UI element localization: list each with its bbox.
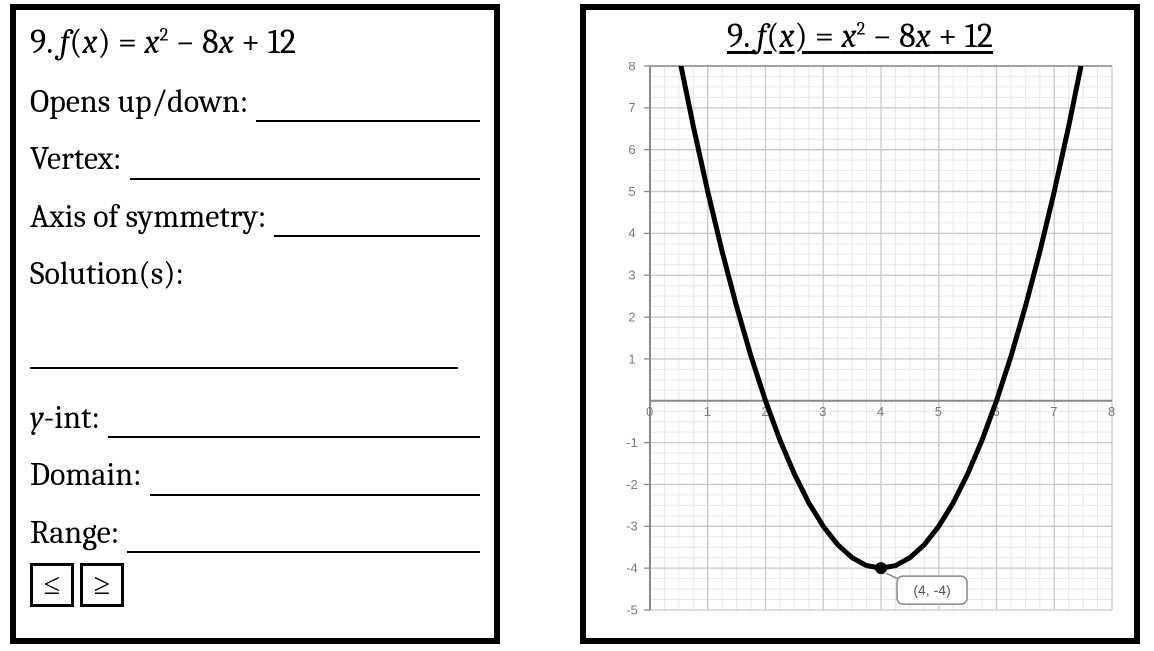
worksheet-panel: 9. f(x) = x2 − 8x + 12 Opens up/down: Ve…: [10, 4, 500, 644]
svg-text:8: 8: [1108, 404, 1115, 419]
svg-text:4: 4: [877, 404, 884, 419]
svg-text:3: 3: [628, 268, 635, 283]
vertex-blank[interactable]: [130, 146, 481, 180]
svg-text:7: 7: [1050, 404, 1057, 419]
problem-number: 9.: [30, 22, 52, 62]
parabola-chart: 01234567812345678-1-2-3-4-5(4, -4): [600, 62, 1120, 622]
problem-number-r: 9.: [727, 16, 749, 56]
solutions-row: Solution(s):: [30, 249, 480, 299]
svg-text:1: 1: [704, 404, 711, 419]
svg-text:5: 5: [628, 184, 635, 199]
graph-area: 01234567812345678-1-2-3-4-5(4, -4): [600, 62, 1120, 622]
domain-row: Domain:: [30, 450, 480, 500]
svg-text:-4: -4: [626, 560, 638, 575]
svg-text:4: 4: [628, 226, 635, 241]
range-label: Range:: [30, 508, 119, 558]
symbol-buttons: ≤ ≥: [30, 563, 480, 607]
svg-text:3: 3: [819, 404, 826, 419]
graph-panel: 9. f(x) = x2 − 8x + 12 01234567812345678…: [580, 4, 1140, 644]
svg-text:-3: -3: [626, 519, 638, 534]
function-arg: x: [82, 22, 97, 62]
equation-line: 9. f(x) = x2 − 8x + 12: [30, 16, 480, 69]
opens-blank[interactable]: [256, 89, 480, 123]
svg-text:-2: -2: [626, 477, 638, 492]
svg-text:7: 7: [628, 100, 635, 115]
svg-text:-1: -1: [626, 435, 638, 450]
range-row: Range:: [30, 508, 480, 558]
axis-blank[interactable]: [274, 204, 480, 238]
yint-row: y-int:: [30, 393, 480, 443]
svg-text:5: 5: [935, 404, 942, 419]
range-blank[interactable]: [127, 520, 480, 554]
solutions-blank[interactable]: [30, 335, 458, 369]
domain-label: Domain:: [30, 450, 142, 500]
solutions-label: Solution(s):: [30, 249, 184, 299]
svg-text:(4, -4): (4, -4): [913, 582, 950, 598]
exp-2: 2: [160, 24, 169, 46]
axis-row: Axis of symmetry:: [30, 192, 480, 242]
svg-text:6: 6: [628, 142, 635, 157]
rhs-x2: x: [144, 22, 159, 62]
function-name: f: [60, 22, 70, 62]
yint-label: y-int:: [30, 393, 100, 443]
axis-label: Axis of symmetry:: [30, 192, 266, 242]
vertex-label: Vertex:: [30, 134, 122, 184]
yint-blank[interactable]: [108, 405, 480, 439]
svg-text:-5: -5: [626, 602, 638, 617]
svg-text:2: 2: [628, 309, 635, 324]
ge-icon: ≥: [94, 562, 110, 609]
le-icon: ≤: [44, 562, 60, 609]
equation-line-right: 9. f(x) = x2 − 8x + 12: [600, 16, 1120, 56]
le-button[interactable]: ≤: [30, 563, 74, 607]
function-name-r: f: [757, 16, 767, 56]
svg-text:1: 1: [628, 351, 635, 366]
svg-text:0: 0: [646, 404, 653, 419]
function-arg-r: x: [779, 16, 794, 56]
opens-row: Opens up/down:: [30, 77, 480, 127]
opens-label: Opens up/down:: [30, 77, 248, 127]
domain-blank[interactable]: [150, 462, 480, 496]
vertex-row: Vertex:: [30, 134, 480, 184]
ge-button[interactable]: ≥: [80, 563, 124, 607]
svg-text:8: 8: [628, 62, 635, 73]
rhs-x: x: [219, 22, 234, 62]
